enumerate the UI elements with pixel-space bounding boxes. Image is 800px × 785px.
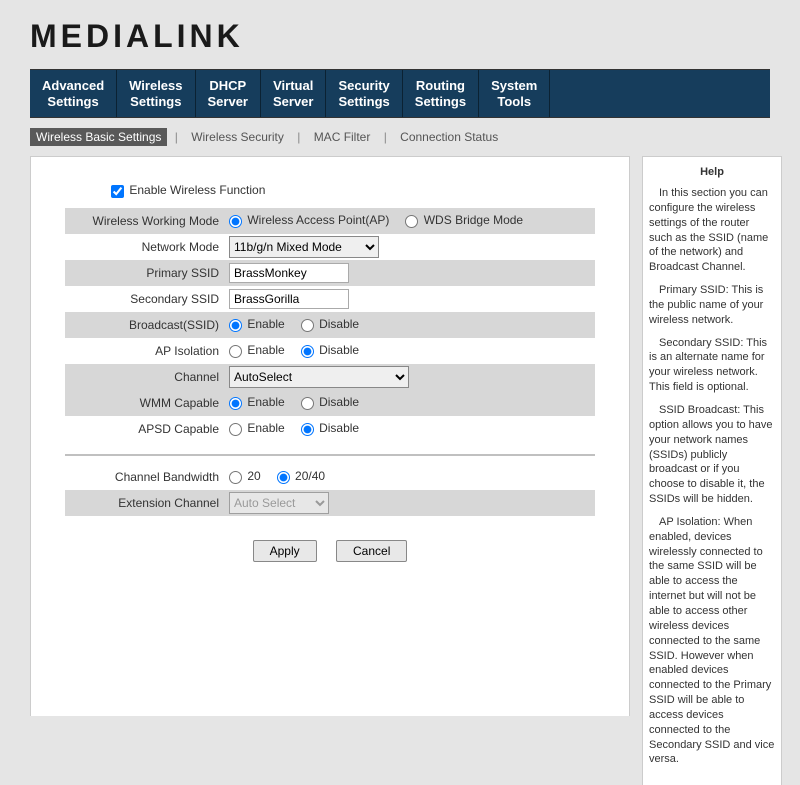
wmm-label: WMM Capable	[69, 396, 229, 410]
bandwidth-2040-radio[interactable]	[277, 471, 290, 484]
broadcast-enable-radio[interactable]	[229, 319, 242, 332]
ext-channel-select[interactable]: Auto Select	[229, 492, 329, 514]
nav-system-tools[interactable]: SystemTools	[479, 70, 550, 117]
help-title: Help	[649, 165, 775, 180]
cancel-button[interactable]: Cancel	[336, 540, 407, 562]
apsd-disable-radio[interactable]	[301, 423, 314, 436]
help-panel: Help In this section you can configure t…	[642, 156, 782, 785]
help-text-broadcast: SSID Broadcast: This option allows you t…	[649, 403, 775, 507]
subnav-mac-filter[interactable]: MAC Filter	[308, 128, 377, 146]
nav-security-settings[interactable]: SecuritySettings	[326, 70, 402, 117]
broadcast-disable-radio[interactable]	[301, 319, 314, 332]
sub-nav: Wireless Basic Settings | Wireless Secur…	[30, 126, 800, 150]
working-mode-label: Wireless Working Mode	[69, 214, 229, 228]
ap-isolation-label: AP Isolation	[69, 344, 229, 358]
brand-logo: MEDIALINK	[0, 0, 800, 69]
channel-select[interactable]: AutoSelect	[229, 366, 409, 388]
enable-wireless-label: Enable Wireless Function	[129, 183, 265, 197]
apsd-enable-radio[interactable]	[229, 423, 242, 436]
broadcast-label: Broadcast(SSID)	[69, 318, 229, 332]
ap-isolation-enable-radio[interactable]	[229, 345, 242, 358]
primary-ssid-label: Primary SSID	[69, 266, 229, 280]
separator	[65, 454, 595, 456]
help-text-intro: In this section you can configure the wi…	[649, 186, 775, 275]
subnav-wireless-security[interactable]: Wireless Security	[185, 128, 290, 146]
main-nav: AdvancedSettings WirelessSettings DHCPSe…	[30, 69, 770, 118]
secondary-ssid-label: Secondary SSID	[69, 292, 229, 306]
channel-label: Channel	[69, 370, 229, 384]
primary-ssid-input[interactable]	[229, 263, 349, 283]
enable-wireless-checkbox[interactable]	[111, 185, 124, 198]
working-mode-ap-radio[interactable]	[229, 215, 242, 228]
ext-channel-label: Extension Channel	[69, 496, 229, 510]
nav-wireless-settings[interactable]: WirelessSettings	[117, 70, 195, 117]
secondary-ssid-input[interactable]	[229, 289, 349, 309]
bandwidth-20-radio[interactable]	[229, 471, 242, 484]
working-mode-wds-radio[interactable]	[405, 215, 418, 228]
network-mode-label: Network Mode	[69, 240, 229, 254]
wmm-disable-radio[interactable]	[301, 397, 314, 410]
apply-button[interactable]: Apply	[253, 540, 317, 562]
wmm-enable-radio[interactable]	[229, 397, 242, 410]
nav-routing-settings[interactable]: RoutingSettings	[403, 70, 479, 117]
network-mode-select[interactable]: 11b/g/n Mixed Mode	[229, 236, 379, 258]
ap-isolation-disable-radio[interactable]	[301, 345, 314, 358]
help-text-secondary-ssid: Secondary SSID: This is an alternate nam…	[649, 336, 775, 395]
nav-virtual-server[interactable]: VirtualServer	[261, 70, 326, 117]
help-text-ap-isolation: AP Isolation: When enabled, devices wire…	[649, 515, 775, 767]
nav-dhcp-server[interactable]: DHCPServer	[196, 70, 261, 117]
nav-advanced-settings[interactable]: AdvancedSettings	[30, 70, 117, 117]
subnav-basic-settings[interactable]: Wireless Basic Settings	[30, 128, 167, 146]
apsd-label: APSD Capable	[69, 422, 229, 436]
bandwidth-label: Channel Bandwidth	[69, 470, 229, 484]
settings-panel: Enable Wireless Function Wireless Workin…	[30, 156, 630, 716]
subnav-connection-status[interactable]: Connection Status	[394, 128, 504, 146]
help-text-primary-ssid: Primary SSID: This is the public name of…	[649, 283, 775, 328]
